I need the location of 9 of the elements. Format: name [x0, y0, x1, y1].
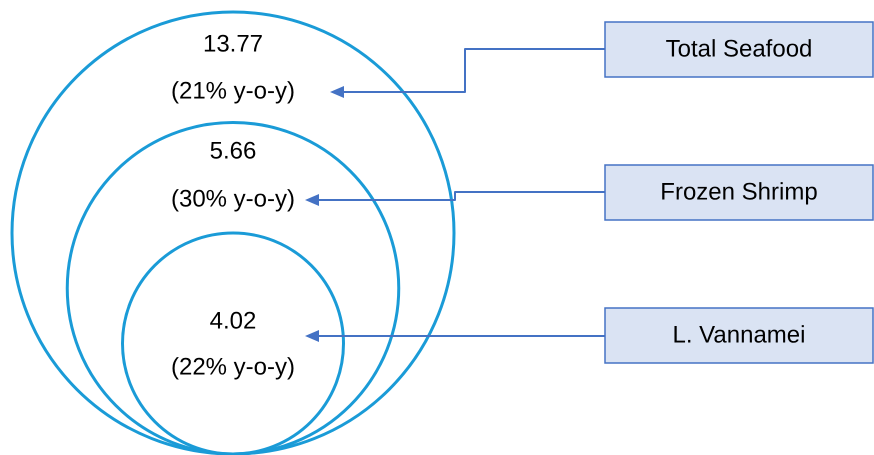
- category-label: L. Vannamei: [672, 321, 806, 348]
- category-label: Total Seafood: [666, 35, 812, 62]
- text: (21% y-o-y): [170, 77, 296, 104]
- data-label: 4.02: [210, 307, 256, 334]
- data-label: 5.66: [210, 137, 256, 164]
- data-label: 13.77: [202, 30, 264, 58]
- text: (30% y-o-y): [170, 185, 296, 212]
- text: (22% y-o-y): [170, 353, 296, 380]
- category-label: Frozen Shrimp: [660, 178, 818, 206]
